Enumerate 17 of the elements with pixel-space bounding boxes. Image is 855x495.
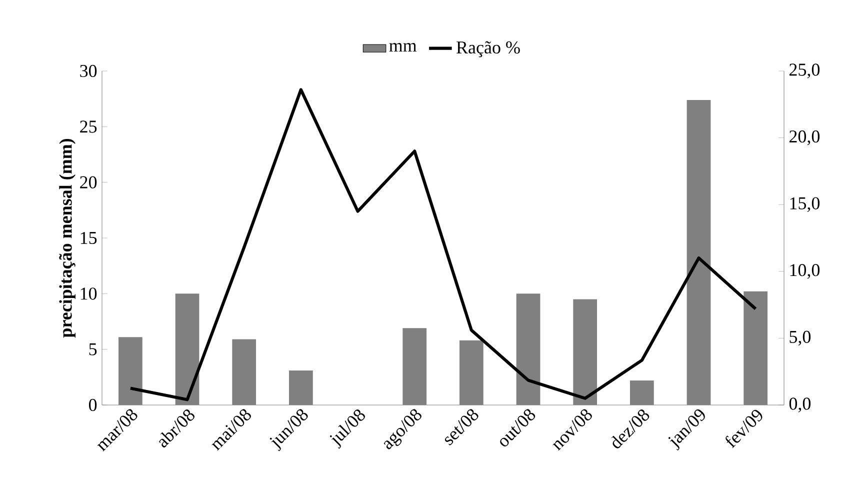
y2-tick-label: 0,0 xyxy=(789,398,811,412)
legend-label: Ração % xyxy=(456,41,520,58)
y-tick-label: 25 xyxy=(80,120,97,133)
line-series xyxy=(128,88,758,402)
y2-tick-label: 20,0 xyxy=(790,130,820,146)
y-tick-label: 5 xyxy=(89,343,97,356)
y-tick-label: 20 xyxy=(80,176,97,188)
legend-label: mm xyxy=(389,43,417,52)
y2-tick-label: 5,0 xyxy=(790,330,811,346)
y-tick-label: 0 xyxy=(88,398,97,412)
y-tick-label: 10 xyxy=(80,288,97,300)
y2-tick-label: 15,0 xyxy=(790,197,820,212)
y2-tick-label: 25,0 xyxy=(790,64,820,78)
y-tick-label: 15 xyxy=(80,232,97,244)
y-tick-label: 30 xyxy=(80,64,97,78)
y-axis-title: precipitação mensal (mm) xyxy=(59,138,76,338)
y2-tick-label: 10,0 xyxy=(790,264,820,279)
